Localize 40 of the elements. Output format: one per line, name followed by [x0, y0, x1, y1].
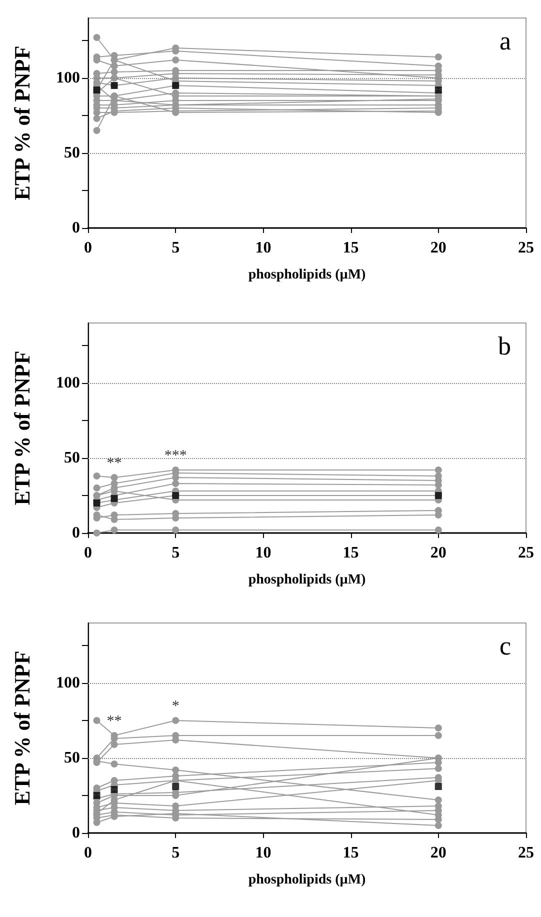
y-tick-label: 50 — [64, 144, 80, 162]
x-tick-label: 10 — [255, 544, 272, 562]
y-tick-label: 0 — [72, 524, 80, 542]
x-tick-label: 25 — [518, 544, 534, 562]
annotation: *** — [164, 448, 187, 464]
x-tick-label: 5 — [172, 544, 180, 562]
annotation: ** — [106, 714, 122, 730]
y-tick-label: 100 — [56, 374, 80, 392]
y-axis-title: ETP % of PNPF — [10, 46, 34, 200]
y-axis-title: ETP % of PNPF — [10, 650, 34, 806]
x-axis-title: phospholipids (µM) — [248, 572, 366, 588]
y-tick-label: 50 — [64, 750, 80, 766]
y-tick-label: 100 — [56, 70, 80, 86]
x-tick-label: 5 — [172, 240, 180, 256]
x-axis-title: phospholipids (µM) — [248, 872, 366, 888]
x-tick-label: 20 — [430, 844, 446, 862]
x-tick-label: 0 — [84, 240, 92, 256]
annotation: ** — [106, 456, 122, 472]
x-tick-label: 15 — [342, 240, 359, 256]
x-tick-label: 25 — [518, 844, 534, 862]
annotation: c — [499, 632, 512, 660]
y-axis-title: ETP % of PNPF — [10, 350, 34, 506]
x-tick-label: 20 — [430, 544, 446, 562]
y-tick-label: 0 — [72, 220, 80, 236]
x-tick-label: 10 — [255, 844, 272, 862]
annotation: a — [499, 26, 512, 56]
x-tick-label: 10 — [255, 240, 272, 256]
x-tick-label: 25 — [518, 240, 534, 256]
x-axis-title: phospholipids (µM) — [248, 268, 366, 282]
y-tick-label: 50 — [64, 450, 80, 466]
x-tick-label: 0 — [84, 844, 92, 862]
x-tick-label: 20 — [430, 240, 446, 256]
annotation: * — [172, 698, 180, 714]
x-tick-label: 0 — [84, 544, 92, 562]
x-tick-label: 15 — [342, 844, 359, 862]
y-tick-label: 0 — [72, 824, 80, 842]
annotation: b — [498, 332, 511, 360]
y-tick-label: 100 — [56, 674, 80, 692]
x-tick-label: 15 — [342, 544, 359, 562]
x-tick-label: 5 — [172, 844, 180, 862]
